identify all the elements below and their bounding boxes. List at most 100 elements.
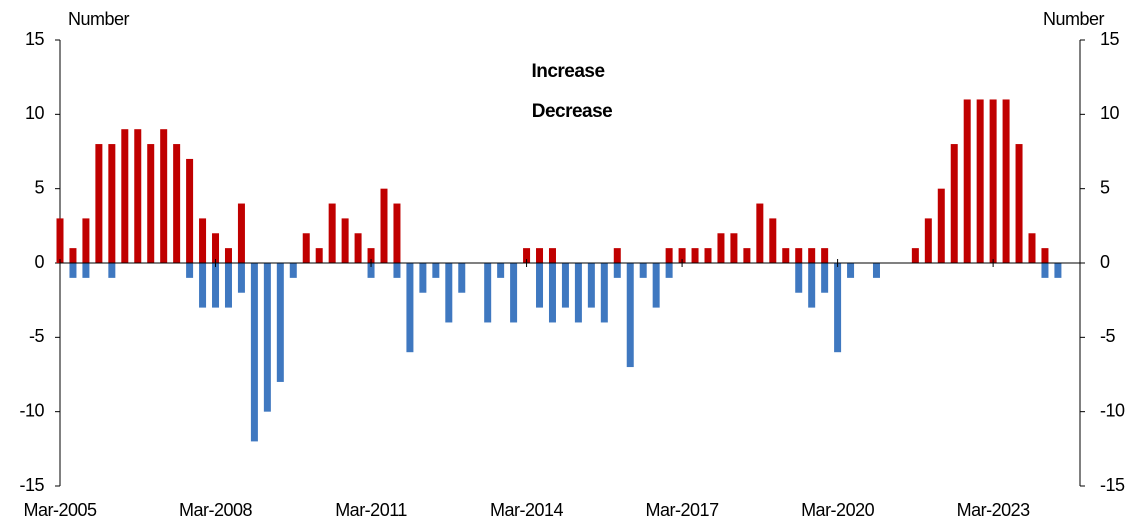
bar — [847, 263, 855, 278]
bar — [367, 248, 375, 263]
bar — [989, 99, 997, 263]
y-tick-label: -10 — [19, 400, 44, 420]
bar — [445, 263, 453, 323]
bar — [613, 248, 621, 263]
bar — [237, 203, 245, 263]
bar — [108, 144, 116, 263]
bar — [212, 233, 220, 263]
bar — [173, 144, 181, 263]
bar — [95, 144, 103, 263]
bar — [639, 263, 647, 278]
bar — [756, 203, 764, 263]
y2-tick-label: 0 — [1100, 252, 1110, 272]
bar — [484, 263, 492, 323]
y-tick-label: 0 — [34, 252, 44, 272]
bar — [626, 263, 634, 368]
bar — [536, 248, 544, 263]
bar — [536, 263, 544, 308]
x-tick-label: Mar-2023 — [957, 500, 1031, 520]
bar — [665, 263, 673, 278]
bar — [795, 263, 803, 293]
bar — [289, 263, 297, 278]
bar — [510, 263, 518, 323]
bar — [691, 248, 699, 263]
bar — [69, 248, 77, 263]
bar — [419, 263, 427, 293]
bar — [1002, 99, 1010, 263]
bar — [276, 263, 284, 382]
bar — [821, 263, 829, 293]
bar — [924, 218, 932, 263]
y2-tick-label: -10 — [1100, 400, 1125, 420]
bar — [717, 233, 725, 263]
bar — [199, 263, 207, 308]
bar — [769, 218, 777, 263]
bar — [121, 129, 129, 263]
x-tick-label: Mar-2008 — [179, 500, 253, 520]
bar — [497, 263, 505, 278]
x-tick-label: Mar-2011 — [335, 500, 407, 520]
y-tick-label: 15 — [25, 29, 45, 49]
bar — [263, 263, 271, 412]
bar — [1041, 263, 1049, 278]
y2-tick-label: 5 — [1100, 177, 1110, 197]
bar — [1054, 263, 1062, 278]
bar — [613, 263, 621, 278]
bar — [108, 263, 116, 278]
bar — [328, 203, 336, 263]
bar — [821, 248, 829, 263]
bar — [548, 263, 556, 323]
bar — [795, 248, 803, 263]
bar — [315, 248, 323, 263]
bar — [834, 263, 842, 353]
y-tick-label: -15 — [19, 475, 44, 495]
x-tick-label: Mar-2014 — [490, 500, 564, 520]
y-tick-label: 5 — [34, 177, 44, 197]
bar — [963, 99, 971, 263]
bar — [911, 248, 919, 263]
bar — [574, 263, 582, 323]
y2-tick-label: -15 — [1100, 475, 1125, 495]
bar — [147, 144, 155, 263]
bar — [224, 248, 232, 263]
bar — [743, 248, 751, 263]
y2-tick-label: 15 — [1100, 29, 1120, 49]
bar — [250, 263, 258, 442]
bar — [380, 188, 388, 263]
legend-label: Increase — [531, 61, 604, 82]
bar — [82, 263, 90, 278]
bar — [56, 218, 64, 263]
bar — [1041, 248, 1049, 263]
bar — [69, 263, 77, 278]
bar — [523, 248, 531, 263]
bar — [587, 263, 595, 308]
bar — [937, 188, 945, 263]
y-axis-label: Number — [68, 9, 130, 29]
bar — [665, 248, 673, 263]
bar — [186, 158, 194, 263]
bar — [432, 263, 440, 278]
bar — [393, 203, 401, 263]
y-tick-label: 10 — [25, 103, 45, 123]
bar — [950, 144, 958, 263]
bar — [704, 248, 712, 263]
bar — [730, 233, 738, 263]
legend-label: Decrease — [532, 101, 613, 122]
bar — [302, 233, 310, 263]
bar — [458, 263, 466, 293]
bar — [406, 263, 414, 353]
x-tick-label: Mar-2017 — [646, 500, 720, 520]
bar — [678, 248, 686, 263]
bar — [199, 218, 207, 263]
bar — [976, 99, 984, 263]
y-tick-label: -5 — [29, 326, 44, 346]
bar — [808, 248, 816, 263]
bar — [561, 263, 569, 308]
bar — [600, 263, 608, 323]
bar — [782, 248, 790, 263]
bar — [808, 263, 816, 308]
bar — [212, 263, 220, 308]
bar — [548, 248, 556, 263]
bar — [393, 263, 401, 278]
